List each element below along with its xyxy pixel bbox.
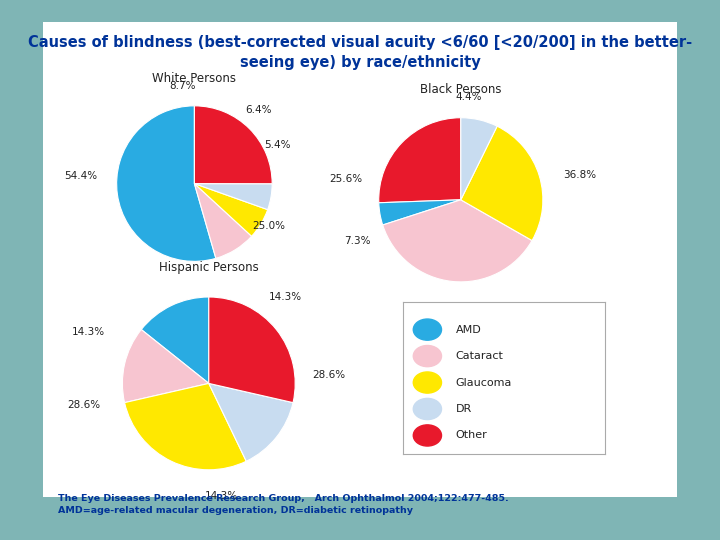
Wedge shape xyxy=(194,106,272,184)
Wedge shape xyxy=(122,329,209,403)
Circle shape xyxy=(413,372,441,393)
Title: White Persons: White Persons xyxy=(153,72,236,85)
Circle shape xyxy=(413,319,441,340)
Circle shape xyxy=(413,346,441,367)
Text: DR: DR xyxy=(456,404,472,414)
Text: 26.0%: 26.0% xyxy=(465,301,498,312)
Wedge shape xyxy=(461,118,497,200)
Wedge shape xyxy=(383,200,532,282)
Wedge shape xyxy=(209,297,295,403)
Text: 14.3%: 14.3% xyxy=(205,491,238,501)
Wedge shape xyxy=(379,118,461,202)
Text: Other: Other xyxy=(456,430,487,441)
Wedge shape xyxy=(209,383,293,461)
Text: The Eye Diseases Prevalence Research Group,   Arch Ophthalmol 2004;122:477-485.
: The Eye Diseases Prevalence Research Gro… xyxy=(58,494,508,515)
Text: 25.0%: 25.0% xyxy=(253,221,286,231)
Text: 25.6%: 25.6% xyxy=(329,174,362,184)
Text: 36.8%: 36.8% xyxy=(564,170,597,180)
Wedge shape xyxy=(125,383,246,470)
Title: Hispanic Persons: Hispanic Persons xyxy=(159,261,258,274)
Text: 28.6%: 28.6% xyxy=(312,370,346,380)
Text: 54.4%: 54.4% xyxy=(64,171,97,181)
Text: 14.3%: 14.3% xyxy=(269,292,302,302)
Text: Causes of blindness (best-corrected visual acuity <6/60 [<20/200] in the better-: Causes of blindness (best-corrected visu… xyxy=(28,35,692,70)
Text: Glaucoma: Glaucoma xyxy=(456,377,512,388)
Wedge shape xyxy=(379,200,461,225)
Wedge shape xyxy=(117,106,216,261)
Text: 8.7%: 8.7% xyxy=(169,82,196,91)
Text: 4.4%: 4.4% xyxy=(456,92,482,102)
Text: Cataract: Cataract xyxy=(456,351,503,361)
Text: 6.4%: 6.4% xyxy=(245,105,271,114)
Wedge shape xyxy=(461,126,543,240)
Title: Black Persons: Black Persons xyxy=(420,83,502,96)
Wedge shape xyxy=(194,184,272,210)
Text: 14.3%: 14.3% xyxy=(72,327,105,336)
Text: 7.3%: 7.3% xyxy=(344,236,371,246)
Text: 28.6%: 28.6% xyxy=(68,400,101,410)
Text: 5.4%: 5.4% xyxy=(264,140,291,150)
Wedge shape xyxy=(194,184,251,258)
Text: AMD: AMD xyxy=(456,325,482,335)
Circle shape xyxy=(413,399,441,420)
Wedge shape xyxy=(141,297,209,383)
Wedge shape xyxy=(194,184,268,236)
Circle shape xyxy=(413,425,441,446)
